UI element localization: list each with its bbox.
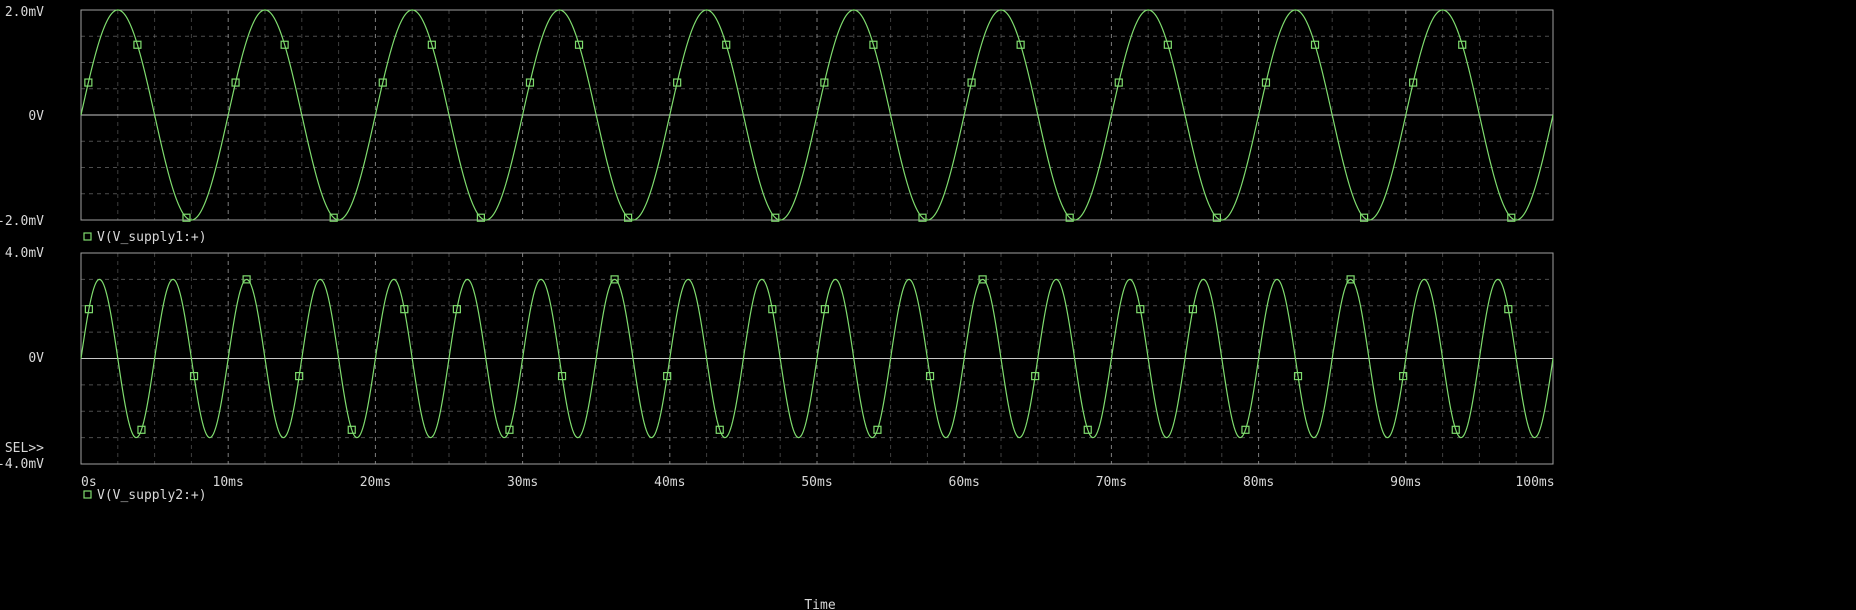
plot2-data-point xyxy=(768,305,777,314)
plot2-data-point xyxy=(557,372,567,381)
plot1-data-point xyxy=(182,213,191,222)
plot2-data-point xyxy=(663,372,672,381)
plot2-data-point xyxy=(1031,372,1040,381)
plot2-data-point xyxy=(1293,372,1303,381)
plot2-ytick-bottom: -4.0mV xyxy=(0,457,44,472)
plot2-data-point xyxy=(295,372,304,381)
plot1-data-point xyxy=(1016,40,1025,49)
plot2-data-point xyxy=(1346,275,1355,284)
legend2-label[interactable]: V(V_supply2:+) xyxy=(97,488,207,503)
plot1-ytick-bottom: -2.0mV xyxy=(0,214,44,229)
plot2-data-point xyxy=(1083,425,1092,434)
plot1-data-point xyxy=(133,40,142,49)
plot1-data-point xyxy=(1310,40,1320,49)
plot1-data-point xyxy=(1114,78,1123,87)
plot1-ytick-top: 2.0mV xyxy=(5,5,44,20)
x-tick-label: 60ms xyxy=(949,475,980,490)
plot-v-supply1[interactable] xyxy=(80,9,1554,222)
plot2-data-point xyxy=(978,275,987,284)
x-tick-label: 80ms xyxy=(1243,475,1274,490)
plot2-data-point xyxy=(1451,425,1460,434)
x-tick-label: 100ms xyxy=(1515,475,1554,490)
x-tick-label: 40ms xyxy=(654,475,685,490)
x-tick-label: 20ms xyxy=(360,475,391,490)
plot2-data-point xyxy=(715,425,724,434)
plot1-data-point xyxy=(1359,213,1369,222)
plot1-data-point xyxy=(329,213,338,222)
plot1-data-point xyxy=(1458,40,1467,49)
plot1-data-point xyxy=(1261,78,1271,87)
plot2-series-line xyxy=(80,278,1554,439)
plot1-data-point xyxy=(280,40,289,49)
plot2-data-point xyxy=(1241,425,1250,434)
x-tick-label: 0s xyxy=(81,475,97,490)
plot2-data-point xyxy=(242,275,251,284)
legend1-label[interactable]: V(V_supply1:+) xyxy=(97,230,207,245)
plot1-data-point xyxy=(869,40,878,49)
plot2-data-point xyxy=(347,425,356,434)
plot1-ytick-zero: 0V xyxy=(28,109,44,124)
plot1-data-point xyxy=(918,213,927,222)
plot2-data-point xyxy=(400,305,409,314)
x-tick-label: 30ms xyxy=(507,475,538,490)
plot1-data-point xyxy=(1212,213,1221,222)
plot2-data-point xyxy=(1399,372,1408,381)
x-axis: 0s 10ms 20ms 30ms 40ms 50ms 60ms 70ms 80ms 90ms 10… xyxy=(81,475,1555,490)
plot2-data-point xyxy=(84,305,93,314)
plot1-data-point xyxy=(820,78,829,87)
plot2-data-point xyxy=(1136,305,1145,314)
plot2-data-point xyxy=(137,425,146,434)
legend1-square-icon xyxy=(83,232,92,241)
legend2-square-icon xyxy=(83,490,92,499)
plot1-data-point xyxy=(967,78,976,87)
plot1-series-line xyxy=(80,9,1554,221)
plot2-ytick-top: 4.0mV xyxy=(5,246,44,261)
plot2-data-point xyxy=(820,305,829,314)
plot1-data-point xyxy=(476,213,485,222)
plot1-data-point xyxy=(1065,213,1074,222)
plot1-data-point xyxy=(673,78,682,87)
plot-v-supply2[interactable] xyxy=(80,252,1554,465)
x-tick-label: 90ms xyxy=(1390,475,1421,490)
plot1-data-point xyxy=(1163,40,1172,49)
plot2-data-point xyxy=(452,305,461,314)
x-tick-label: 50ms xyxy=(801,475,832,490)
x-axis-label: Time xyxy=(804,598,835,610)
plot1-data-point xyxy=(722,40,731,49)
plot1-data-point xyxy=(84,78,93,87)
x-tick-label: 10ms xyxy=(213,475,244,490)
plot2-data-point xyxy=(873,425,882,434)
plot1-data-point xyxy=(574,40,584,49)
plot2-data-point xyxy=(189,372,199,381)
plot1-data-point xyxy=(623,213,633,222)
plot1-data-point xyxy=(771,213,780,222)
plot2-data-point xyxy=(1188,305,1197,314)
plot2-ytick-zero: 0V xyxy=(28,351,44,366)
plot2-data-point xyxy=(505,425,514,434)
plot2-data-point xyxy=(610,275,619,284)
plot1-data-point xyxy=(427,40,436,49)
x-tick-label: 70ms xyxy=(1096,475,1127,490)
plot2-data-point xyxy=(925,372,935,381)
plot1-data-point xyxy=(378,78,387,87)
plot1-data-point xyxy=(1409,78,1418,87)
plot1-data-point xyxy=(1507,213,1516,222)
selection-marker[interactable]: SEL>> xyxy=(5,441,44,456)
plot2-data-point xyxy=(1504,305,1513,314)
plot1-data-point xyxy=(231,78,240,87)
plot1-data-point xyxy=(525,78,535,87)
